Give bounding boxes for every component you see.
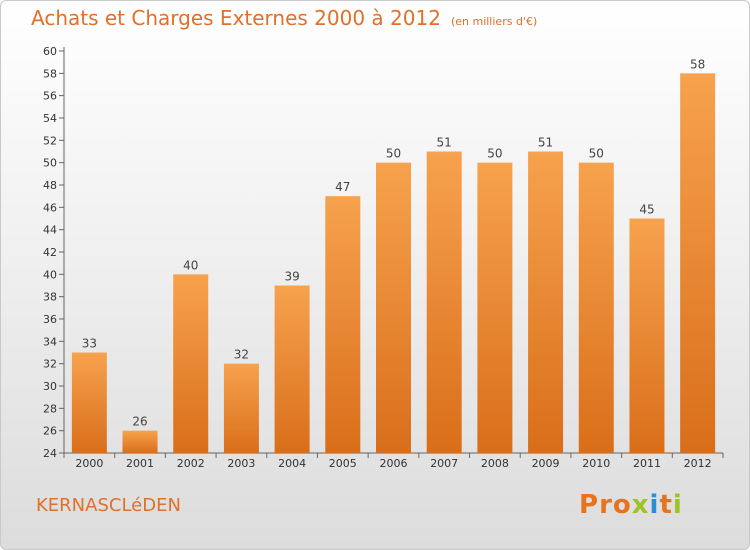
bar-value-label: 51	[538, 136, 553, 150]
bar	[122, 430, 158, 453]
bar-value-label: 32	[234, 348, 249, 362]
bar	[426, 151, 462, 453]
chart-unit: (en milliers d'€)	[450, 15, 538, 28]
bar-value-label: 50	[487, 147, 502, 161]
proxiti-logo: Proxiti	[579, 490, 683, 520]
bar-value-label: 50	[589, 147, 604, 161]
y-tick-label: 60	[43, 45, 57, 58]
x-tick-label: 2011	[633, 457, 661, 470]
bar	[528, 151, 564, 453]
y-tick-label: 26	[43, 425, 57, 438]
logo-letter: o	[612, 490, 632, 520]
y-tick-label: 42	[43, 246, 57, 259]
y-tick-label: 36	[43, 313, 57, 326]
x-tick-label: 2004	[278, 457, 306, 470]
logo-letter: P	[579, 490, 600, 520]
logo-letter: i	[649, 490, 660, 520]
bar	[680, 73, 716, 453]
bar	[325, 196, 361, 453]
x-tick-label: 2007	[430, 457, 458, 470]
x-tick-label: 2000	[75, 457, 103, 470]
x-tick-label: 2008	[481, 457, 509, 470]
bar	[173, 274, 209, 453]
y-tick-label: 32	[43, 358, 57, 371]
y-tick-label: 30	[43, 380, 57, 393]
bar-value-label: 47	[335, 180, 350, 194]
y-tick-label: 40	[43, 268, 57, 281]
logo-letter: r	[599, 490, 613, 520]
x-tick-label: 2003	[227, 457, 255, 470]
bar-value-label: 45	[639, 203, 654, 217]
bar	[376, 162, 411, 453]
bar	[578, 162, 614, 453]
x-tick-label: 2002	[177, 457, 205, 470]
y-tick-label: 28	[43, 402, 57, 415]
y-tick-label: 48	[43, 179, 57, 192]
y-tick-label: 58	[43, 67, 57, 80]
y-tick-label: 56	[43, 90, 57, 103]
logo-letter: i	[672, 490, 683, 520]
place-name: KERNASCLéDEN	[36, 495, 181, 516]
y-tick-label: 34	[43, 335, 57, 348]
y-tick-label: 52	[43, 134, 57, 147]
y-tick-label: 24	[43, 447, 57, 460]
bar	[477, 162, 513, 453]
y-tick-label: 50	[43, 157, 57, 170]
x-tick-label: 2001	[126, 457, 154, 470]
bar-value-label: 33	[82, 337, 97, 351]
bar	[629, 218, 665, 453]
y-tick-label: 44	[43, 224, 57, 237]
y-tick-label: 38	[43, 291, 57, 304]
bar	[223, 363, 259, 453]
x-tick-label: 2009	[532, 457, 560, 470]
bar-value-label: 26	[132, 415, 147, 429]
x-tick-label: 2010	[582, 457, 610, 470]
bar-value-label: 40	[183, 258, 198, 272]
logo-letter: t	[659, 490, 673, 520]
bar-value-label: 39	[284, 270, 299, 284]
bar-value-label: 58	[690, 57, 705, 71]
logo-letter: x	[631, 490, 650, 520]
bar-value-label: 51	[437, 136, 452, 150]
chart-title-text: Achats et Charges Externes 2000 à 2012	[31, 6, 441, 30]
chart-title: Achats et Charges Externes 2000 à 2012 (e…	[31, 6, 537, 30]
bar-value-label: 50	[386, 147, 401, 161]
x-tick-label: 2012	[684, 457, 712, 470]
x-tick-label: 2006	[380, 457, 408, 470]
bar	[71, 352, 107, 453]
y-tick-label: 54	[43, 112, 57, 125]
x-tick-label: 2005	[329, 457, 357, 470]
y-tick-label: 46	[43, 201, 57, 214]
bar	[274, 285, 310, 453]
